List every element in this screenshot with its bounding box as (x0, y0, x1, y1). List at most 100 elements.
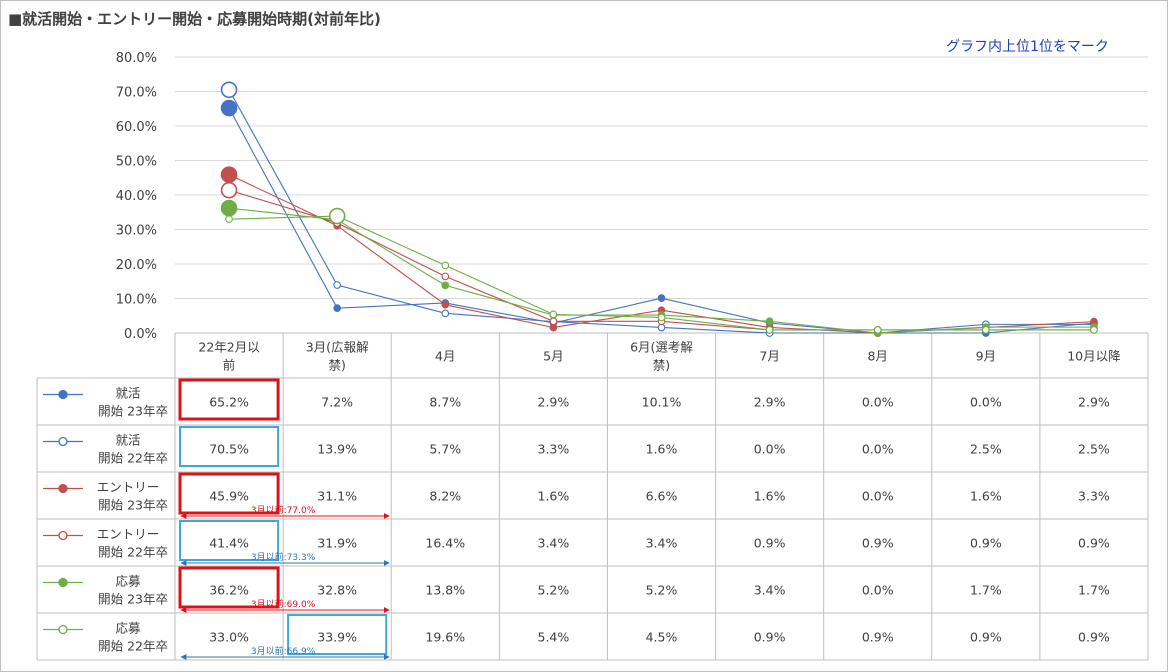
legend-marker (58, 389, 68, 400)
legend-label: 開始 22年卒 (98, 545, 168, 560)
legend-marker (58, 483, 68, 494)
data-label: 5.2% (538, 583, 570, 598)
legend-label: 開始 23年卒 (98, 592, 168, 607)
data-point (220, 166, 238, 183)
data-label: 8.7% (429, 395, 461, 410)
legend-label: 開始 22年卒 (98, 639, 168, 654)
data-label: 0.9% (970, 630, 1002, 645)
data-label: 13.8% (425, 583, 465, 598)
x-tick-label: 22年2月以前 (198, 340, 260, 373)
legend-label: 開始 23年卒 (98, 498, 168, 513)
legend-label: 開始 22年卒 (98, 451, 168, 466)
data-point (1090, 326, 1098, 334)
data-label: 2.5% (970, 442, 1002, 457)
data-label: 45.9% (209, 489, 249, 504)
data-label: 41.4% (209, 536, 249, 551)
legend-label: 応募 (115, 621, 141, 636)
data-label: 1.6% (754, 489, 786, 504)
x-tick-label: 10月以降 (1067, 349, 1121, 364)
legend-label: 応募 (115, 574, 141, 589)
data-point (220, 99, 238, 117)
legend-marker (58, 530, 68, 541)
data-label: 0.9% (754, 536, 786, 551)
data-point (657, 313, 666, 322)
data-point (441, 261, 450, 270)
data-label: 36.2% (209, 583, 249, 598)
data-label: 0.9% (862, 630, 894, 645)
data-label: 3.4% (646, 536, 678, 551)
y-tick-label: 40.0% (116, 189, 157, 204)
data-label: 31.1% (317, 489, 357, 504)
data-label: 5.2% (646, 583, 678, 598)
data-label: 0.9% (1078, 536, 1110, 551)
legend-label: エントリー (97, 480, 160, 495)
chart-title: ■就活開始・エントリー開始・応募開始時期(対前年比) (8, 10, 381, 28)
data-point (225, 215, 233, 223)
data-point (328, 207, 346, 225)
data-label: 0.9% (1078, 630, 1110, 645)
data-label: 2.5% (1078, 442, 1110, 457)
data-label: 10.1% (642, 395, 682, 410)
x-tick-label: 5月 (543, 349, 563, 364)
data-label: 3.4% (754, 583, 786, 598)
data-label: 19.6% (425, 630, 465, 645)
data-point (333, 281, 342, 289)
y-tick-label: 0.0% (124, 327, 157, 342)
data-point (441, 272, 450, 281)
data-label: 0.9% (862, 536, 894, 551)
legend-label: 就活 (115, 433, 140, 448)
data-label: 3.3% (1078, 489, 1110, 504)
data-point (981, 326, 990, 334)
data-point (765, 326, 774, 334)
data-label: 13.9% (317, 442, 357, 457)
data-label: 4.5% (646, 630, 678, 645)
data-label: 0.0% (862, 489, 894, 504)
x-tick-label: 7月 (759, 349, 779, 364)
range-annotation: 3月以前:73.3% (251, 551, 316, 563)
top-rank-box (179, 426, 280, 467)
data-point (657, 294, 666, 303)
data-point (220, 199, 238, 217)
data-label: 1.6% (970, 489, 1002, 504)
data-label: 1.6% (538, 489, 570, 504)
range-annotation: 3月以前:77.0% (251, 504, 316, 516)
data-label: 0.9% (754, 630, 786, 645)
data-label: 2.9% (538, 395, 570, 410)
x-tick-label: 8月 (867, 349, 887, 364)
y-tick-label: 10.0% (116, 293, 157, 308)
legend-label: 開始 23年卒 (98, 404, 168, 419)
legend-marker (58, 577, 68, 588)
data-label: 0.0% (862, 395, 894, 410)
data-point (873, 326, 882, 334)
data-table: 22年2月以前 3月(広報解禁) 4月 5月 6月(選考解禁) 7月 8月 9月 10月以降就活… (36, 332, 1149, 661)
range-annotation: 3月以前:69.0% (251, 598, 316, 610)
data-label: 33.9% (317, 630, 357, 645)
data-label: 3.3% (538, 442, 570, 457)
data-label: 31.9% (317, 536, 357, 551)
data-label: 8.2% (429, 489, 461, 504)
x-tick-label: 4月 (435, 349, 455, 364)
data-point (441, 300, 450, 309)
data-label: 0.0% (862, 583, 894, 598)
range-annotation: 3月以前:66.9% (251, 645, 316, 657)
y-tick-label: 60.0% (116, 120, 157, 135)
data-label: 3.4% (538, 536, 570, 551)
y-tick-label: 70.0% (116, 86, 157, 101)
data-point (549, 323, 558, 332)
x-tick-label: 3月(広報解禁) (306, 340, 369, 373)
y-tick-label: 30.0% (116, 224, 157, 239)
data-point (657, 323, 666, 332)
data-point (220, 181, 238, 199)
data-label: 1.7% (1078, 583, 1110, 598)
data-label: 33.0% (209, 630, 249, 645)
data-label: 7.2% (321, 395, 353, 410)
legend-label: 就活 (115, 386, 140, 401)
data-label: 0.0% (754, 442, 786, 457)
x-tick-label: 9月 (976, 349, 996, 364)
data-label: 0.0% (970, 395, 1002, 410)
data-point (220, 81, 238, 99)
y-tick-label: 50.0% (116, 155, 157, 170)
y-tick-label: 80.0% (116, 51, 157, 66)
data-point (333, 304, 342, 313)
